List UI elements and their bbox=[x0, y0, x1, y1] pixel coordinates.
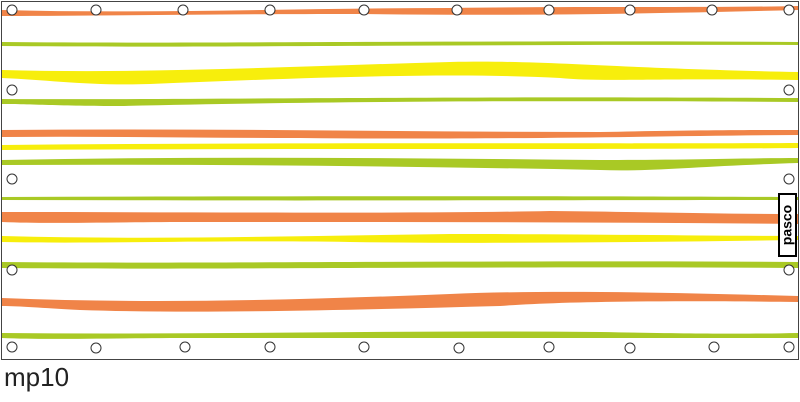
grommet bbox=[6, 4, 18, 16]
stripe bbox=[2, 261, 798, 269]
stripe bbox=[2, 6, 798, 16]
grommet bbox=[358, 341, 370, 353]
grommet bbox=[90, 342, 102, 354]
stripe bbox=[2, 211, 798, 224]
stripe bbox=[2, 234, 798, 243]
grommet bbox=[708, 341, 720, 353]
stripe bbox=[2, 331, 798, 339]
grommet bbox=[706, 4, 718, 16]
stripe bbox=[2, 196, 798, 201]
grommet bbox=[543, 4, 555, 16]
grommet bbox=[783, 4, 795, 16]
grommet bbox=[624, 4, 636, 16]
stripe bbox=[2, 143, 798, 150]
grommet bbox=[90, 4, 102, 16]
grommet bbox=[264, 341, 276, 353]
logo-box bbox=[778, 193, 797, 257]
grommet bbox=[264, 4, 276, 16]
grommet bbox=[179, 341, 191, 353]
grommets bbox=[6, 4, 795, 354]
grommet bbox=[543, 341, 555, 353]
grommet bbox=[177, 4, 189, 16]
caption: mp10 bbox=[4, 362, 69, 392]
grommet bbox=[783, 264, 795, 276]
grommet bbox=[6, 173, 18, 185]
grommet bbox=[6, 84, 18, 96]
stripe bbox=[2, 41, 798, 47]
stripe bbox=[2, 97, 798, 106]
stripe bbox=[2, 291, 798, 312]
grommet bbox=[358, 4, 370, 16]
stripe bbox=[2, 61, 798, 85]
stripe bbox=[2, 129, 798, 139]
grommet bbox=[453, 342, 465, 354]
stripes bbox=[2, 6, 798, 339]
grommet bbox=[451, 4, 463, 16]
grommet bbox=[6, 264, 18, 276]
grommet bbox=[783, 173, 795, 185]
stripe bbox=[2, 157, 798, 171]
grommet bbox=[624, 342, 636, 354]
grommet bbox=[6, 341, 18, 353]
logo-text: pasco bbox=[779, 205, 795, 245]
grommet bbox=[783, 341, 795, 353]
logo: pasco bbox=[778, 193, 797, 257]
grommet bbox=[783, 84, 795, 96]
